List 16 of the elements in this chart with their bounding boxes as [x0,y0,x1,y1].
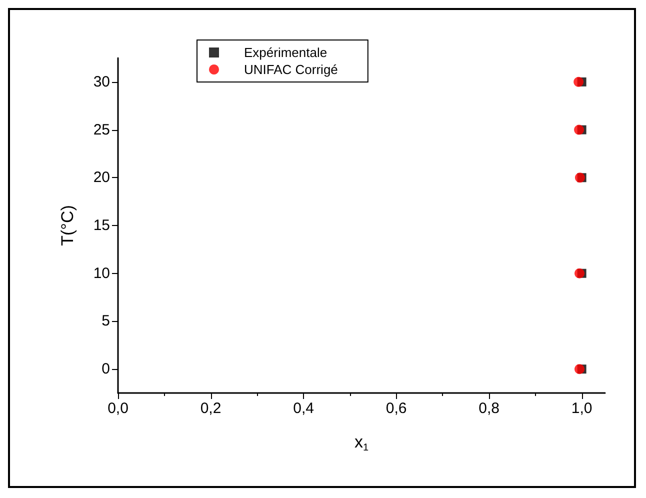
x-tick-label: 0,8 [478,400,500,417]
legend-label: Expérimentale [244,45,328,60]
x-tick-label: 0,0 [108,400,128,417]
y-tick-label: 30 [93,73,110,90]
y-tick-label: 20 [93,169,110,186]
x-tick-label: 1,0 [571,400,592,417]
y-tick-label: 0 [102,360,110,378]
x-tick-label: 0,2 [200,400,222,417]
x-tick-label: 0,6 [386,400,407,417]
y-tick-label: 15 [93,217,110,234]
y-tick-label: 5 [102,312,110,330]
y-tick-label: 25 [93,121,110,138]
x-tick-label: 0,4 [293,400,314,417]
y-axis-title: T(°C) [58,205,77,246]
legend-label: UNIFAC Corrigé [244,62,338,77]
y-tick-label: 10 [93,264,110,282]
